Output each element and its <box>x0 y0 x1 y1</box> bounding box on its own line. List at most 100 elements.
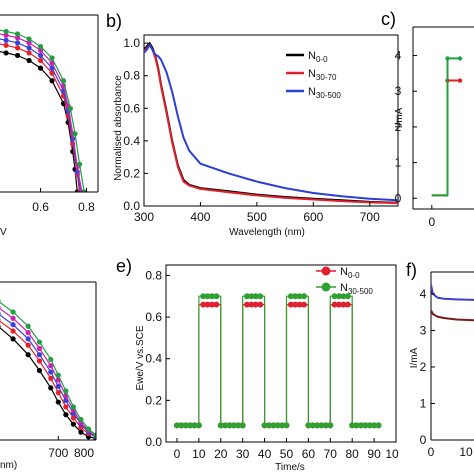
panel-e-point-1-12 <box>226 422 233 429</box>
panel-d-point-0-1 <box>10 336 16 342</box>
panel-e-point-0-16 <box>244 301 251 308</box>
legend-e-marker-0 <box>321 266 331 276</box>
panel-e-point-1-33 <box>318 422 325 429</box>
panel-c-point-1-2 <box>445 56 450 61</box>
panel-e-point-0-8 <box>209 301 215 308</box>
panel-e-point-0-37 <box>336 301 343 308</box>
panel-e-point-1-23 <box>274 422 281 429</box>
panel-c-ytick-label-4: 4 <box>395 49 402 63</box>
panel-e-point-0-28 <box>296 301 303 308</box>
panel-f-ytick-label-4: 4 <box>420 287 427 301</box>
panel-d-point-0-6 <box>63 412 69 418</box>
panel-e-xtick-label-6: 60 <box>302 447 316 461</box>
panel-e-point-1-4 <box>191 422 198 429</box>
legend-b-label-1: N30-70 <box>308 68 337 82</box>
panel-b-xlabel: Wavelength (nm) <box>229 227 305 238</box>
panel-b-series-1 <box>144 43 398 205</box>
panel-e-point-1-10 <box>217 422 224 429</box>
panel-b-ytick-label-5: 1.0 <box>123 36 140 50</box>
panel-e-point-1-27 <box>292 293 299 300</box>
panel-e-point-0-6 <box>200 301 207 308</box>
panel-a-point-4-10 <box>81 189 87 192</box>
panel-d-point-4-8 <box>78 416 84 423</box>
panel-f-series-0 <box>431 284 474 301</box>
panel-e-ytick-label-0: 0.0 <box>145 435 162 449</box>
panel-a-point-0-4 <box>37 65 44 71</box>
panel-d-point-4-4 <box>48 356 54 363</box>
panel-d-point-2-2 <box>25 336 31 342</box>
panel-c-point-0-3 <box>457 78 463 83</box>
panel-e-xtick-label-8: 80 <box>346 447 360 461</box>
legend-e: N0-0 N30-500 <box>316 266 373 296</box>
panel-e-xtick-label-10: 10 <box>385 447 399 461</box>
panel-e-series-1 <box>173 293 382 429</box>
legend-e-marker-1 <box>321 282 331 292</box>
legend-b-label-0: N0-0 <box>308 50 328 64</box>
panel-b-xtick-label-0: 300 <box>134 210 154 224</box>
panel-e-point-0-19 <box>257 301 264 308</box>
panel-e-xtick-label-0: 0 <box>174 447 181 461</box>
panel-c-xtick-label-0: 0 <box>428 215 435 229</box>
panel-e-point-0-9 <box>213 301 220 308</box>
panel-e-point-1-44 <box>366 422 373 429</box>
panel-e-point-1-41 <box>353 422 360 429</box>
panel-d-xtick-label-0: 700 <box>48 446 68 460</box>
panel-d-point-0-4 <box>48 385 54 391</box>
panel-c-series-1 <box>431 56 463 197</box>
panel-e-point-1-38 <box>340 293 347 300</box>
panel-e-series-1-line <box>177 295 379 426</box>
panel-d-point-1-4 <box>48 375 54 381</box>
panel-a-series-4 <box>0 28 87 192</box>
panel-e-point-1-14 <box>235 422 242 429</box>
panel-a-point-4-6 <box>60 78 67 84</box>
panel-e-point-1-13 <box>230 422 237 429</box>
panel-f-series-0-line <box>431 284 474 301</box>
panel-b-ytick-label-4: 0.8 <box>123 69 140 83</box>
panel-d-point-2-3 <box>36 352 43 358</box>
panel-e-point-1-16 <box>244 293 251 300</box>
panel-e-point-1-31 <box>309 422 316 429</box>
panel-e-point-1-34 <box>322 422 329 429</box>
panel-e-point-1-3 <box>187 422 194 429</box>
panel-e-point-0-36 <box>331 301 338 308</box>
panel-a-point-0-5 <box>49 78 55 84</box>
panel-b-ytick-label-1: 0.2 <box>123 166 140 180</box>
panel-d-point-1-2 <box>25 342 31 348</box>
panel-d-point-1-3 <box>36 358 43 364</box>
panel-a-xtick-label-0: 0.6 <box>32 200 49 214</box>
panel-label-f: f) <box>406 260 417 280</box>
panel-label-b: b) <box>106 11 122 31</box>
panel-d-point-3-4 <box>48 363 54 369</box>
panel-e-xlabel: Time/s <box>275 462 305 473</box>
panel-e-point-1-46 <box>375 422 382 429</box>
panel-a-point-3-3 <box>26 40 32 46</box>
panel-a-point-4-2 <box>14 31 21 37</box>
panel-e-point-1-32 <box>314 422 321 429</box>
panel-e-point-1-19 <box>257 293 264 300</box>
panel-d-xlabel-fragment: nm) <box>0 460 17 471</box>
panel-c-ylabel: I/mA <box>394 107 405 128</box>
panel-a-point-0-3 <box>26 57 32 64</box>
panel-e-point-1-29 <box>301 293 307 300</box>
panel-d-point-1-6 <box>63 404 69 410</box>
panel-e-ytick-label-4: 0.8 <box>145 268 162 282</box>
panel-d-point-1-0 <box>0 318 1 322</box>
panel-e-point-1-15 <box>239 422 246 429</box>
panel-c-point-1-3 <box>457 56 463 61</box>
panel-e-point-1-20 <box>261 422 268 429</box>
panel-d-point-0-7 <box>70 421 76 427</box>
panel-d-point-3-1 <box>10 315 16 321</box>
panel-e-point-1-28 <box>296 293 303 300</box>
panel-e-point-1-1 <box>178 422 185 429</box>
panel-b-ytick-label-3: 0.6 <box>123 101 140 115</box>
panel-e-series-0-line <box>177 304 379 426</box>
panel-a-point-0-2 <box>14 52 21 59</box>
panel-c-series-1-line <box>431 57 460 197</box>
panel-e-xtick-label-2: 20 <box>214 447 228 461</box>
panel-e-xtick-label-1: 10 <box>192 447 206 461</box>
panel-e-frame <box>165 264 397 443</box>
panel-d-point-1-5 <box>55 390 61 396</box>
panel-a-series-0 <box>0 50 80 192</box>
